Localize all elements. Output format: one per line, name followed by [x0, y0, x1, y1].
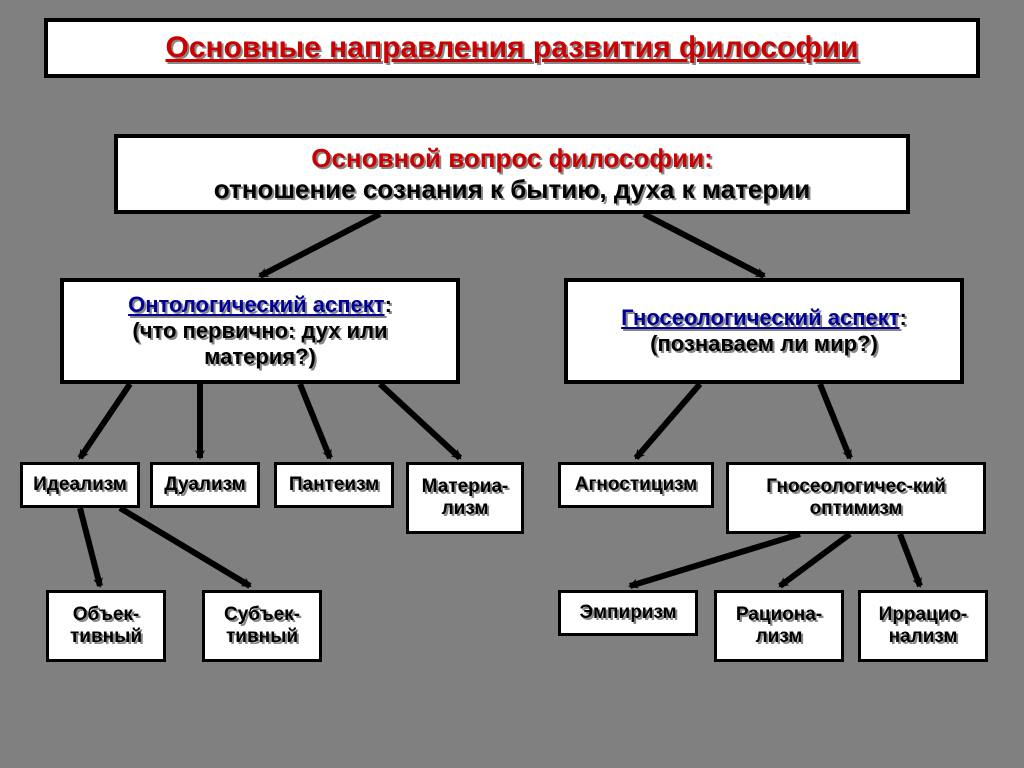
ontological-sub2: материя?)	[204, 344, 316, 370]
rationalism-box: Рациона- лизм	[714, 590, 844, 662]
empiricism-label: Эмпиризм	[579, 602, 676, 624]
pantheism-box: Пантеизм	[274, 462, 394, 508]
agnosticism-box: Агностицизм	[558, 462, 714, 508]
title-text: Основные направления развития философии	[166, 31, 859, 65]
ontological-sub1: (что первично: дух или	[132, 318, 387, 344]
objective-box: Объек- тивный	[46, 590, 166, 662]
gnoseological-aspect-box: Гносеологический аспект: (познаваем ли м…	[564, 278, 964, 384]
gnos-optimism-l1: Гносеологичес-кий	[766, 476, 946, 498]
subjective-l1: Субъек-	[224, 604, 300, 626]
materialism-l2: лизм	[442, 498, 489, 520]
rationalism-l1: Рациона-	[736, 604, 822, 626]
dualism-label: Дуализм	[164, 474, 245, 496]
subjective-box: Субъек- тивный	[202, 590, 322, 662]
materialism-l1: Материа-	[422, 476, 509, 498]
objective-l1: Объек-	[73, 604, 140, 626]
empiricism-box: Эмпиризм	[558, 590, 698, 636]
question-box: Основной вопрос философии: отношение соз…	[114, 134, 910, 214]
gnos-optimism-box: Гносеологичес-кий оптимизм	[726, 462, 986, 534]
objective-l2: тивный	[70, 626, 142, 648]
gnoseological-sub1: (познаваем ли мир?)	[650, 331, 878, 357]
irrationalism-box: Иррацио- нализм	[858, 590, 988, 662]
title-box: Основные направления развития философии	[44, 18, 980, 78]
gnos-optimism-l2: оптимизм	[810, 498, 903, 520]
pantheism-label: Пантеизм	[289, 474, 379, 496]
ontological-aspect-box: Онтологический аспект: (что первично: ду…	[60, 278, 460, 384]
dualism-box: Дуализм	[150, 462, 260, 508]
question-line2: отношение сознания к бытию, духа к матер…	[214, 174, 810, 205]
materialism-box: Материа- лизм	[406, 462, 524, 534]
irrationalism-l1: Иррацио-	[879, 604, 968, 626]
question-line1: Основной вопрос философии:	[311, 143, 713, 174]
idealism-label: Идеализм	[33, 474, 127, 496]
rationalism-l2: лизм	[756, 626, 803, 648]
gnoseological-title: Гносеологический аспект	[621, 305, 899, 330]
irrationalism-l2: нализм	[889, 626, 958, 648]
subjective-l2: тивный	[226, 626, 298, 648]
ontological-title: Онтологический аспект	[128, 292, 385, 317]
agnosticism-label: Агностицизм	[575, 474, 697, 496]
idealism-box: Идеализм	[20, 462, 140, 508]
